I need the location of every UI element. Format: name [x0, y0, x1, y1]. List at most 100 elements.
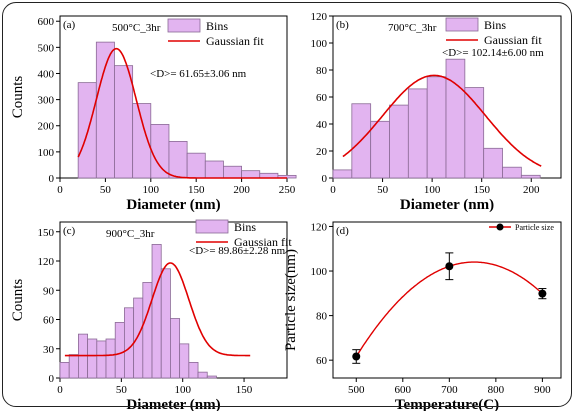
- legend-label-fit: Gaussian fit: [484, 33, 542, 47]
- histogram-bar: [188, 361, 199, 379]
- data-point: [445, 262, 454, 271]
- x-tick-label: 100: [143, 184, 160, 196]
- x-tick-label: 100: [174, 384, 191, 396]
- legend-swatch-bins: [195, 219, 229, 234]
- x-tick-label: 150: [473, 184, 490, 196]
- y-tick-label: 100: [311, 266, 328, 278]
- panel-label: (d): [336, 225, 349, 237]
- histogram-bar: [389, 104, 409, 179]
- legend-swatch-bins: [167, 18, 201, 33]
- y-tick-label: 20: [316, 146, 328, 158]
- x-tick-label: 50: [116, 384, 128, 396]
- data-point: [538, 289, 547, 298]
- histogram-bar: [445, 58, 466, 179]
- histogram-bar: [114, 65, 134, 179]
- x-tick-label: 900: [534, 384, 551, 396]
- panel-label: (a): [63, 19, 76, 31]
- histogram-bar: [150, 124, 170, 179]
- y-tick-label: 120: [311, 221, 328, 233]
- mean-diameter-annotation: <D>= 102.14±6.00 nm: [442, 47, 544, 59]
- histogram-bar: [223, 165, 243, 179]
- panel-label: (c): [63, 225, 76, 237]
- gaussian-fit-line: [77, 47, 287, 179]
- y-tick-label: 200: [38, 121, 55, 133]
- x-tick-label: 0: [330, 184, 336, 196]
- histogram-bar: [59, 361, 70, 379]
- x-axis-label: Diameter (nm): [126, 397, 220, 411]
- y-tick-label: 60: [316, 355, 328, 367]
- panel-title: 700°C_3hr: [388, 22, 437, 34]
- panel-title: 500°C_3hr: [112, 22, 161, 34]
- histogram-bar: [142, 282, 153, 379]
- y-tick-label: 120: [311, 11, 328, 23]
- x-tick-label: 0: [57, 384, 63, 396]
- x-tick-label: 150: [236, 384, 253, 396]
- y-tick-label: 80: [316, 65, 328, 77]
- legend-label-fit: Gaussian fit: [206, 34, 264, 48]
- x-tick-label: 100: [424, 184, 441, 196]
- legend-label-bins: Bins: [234, 220, 256, 234]
- y-tick-label: 0: [49, 173, 55, 185]
- y-tick-label: 0: [322, 173, 328, 185]
- x-axis-label: Diameter (nm): [400, 197, 494, 213]
- panel-c: 0 50 100 150 0 30 60 90 120 150 Diameter (nm) Count…: [10, 219, 292, 413]
- data-point: [352, 352, 361, 361]
- histogram-bar: [407, 88, 428, 179]
- histogram-bar: [206, 375, 217, 379]
- gaussian-fit-line: [64, 262, 251, 357]
- y-tick-label: 90: [43, 285, 55, 297]
- x-axis-label: Diameter (nm): [126, 197, 220, 213]
- histogram-bar: [520, 174, 541, 179]
- y-axis-label: Counts: [10, 279, 26, 322]
- x-tick-label: 500: [348, 384, 365, 396]
- y-tick-label: 300: [38, 95, 55, 107]
- y-tick-label: 600: [38, 16, 55, 28]
- histogram-bar: [114, 322, 125, 379]
- x-tick-label: 50: [100, 184, 112, 196]
- y-tick-label: 100: [311, 38, 328, 50]
- histogram-bar: [77, 82, 97, 179]
- legend-label-bins: Bins: [206, 19, 228, 33]
- y-tick-label: 60: [316, 92, 328, 104]
- legend-marker-particle-size: [496, 223, 504, 231]
- x-tick-label: 200: [523, 184, 540, 196]
- legend-swatch-bins: [445, 17, 479, 32]
- histogram-bar: [105, 338, 116, 379]
- histogram-bar: [68, 354, 79, 379]
- legend-label-particle-size: Particle size: [515, 223, 554, 232]
- histogram-bar: [96, 340, 107, 379]
- panel-d: 500 600 700 800 900 60 80 100 120 Temperature(C) P…: [283, 221, 562, 413]
- x-tick-label: 0: [57, 184, 63, 196]
- mean-diameter-annotation: <D>= 89.86±2.28 nm: [189, 245, 286, 257]
- gaussian-fit-line: [342, 74, 542, 167]
- panel-title: 900°C_3hr: [106, 228, 155, 240]
- x-axis-label: Temperature(C): [395, 397, 499, 411]
- histogram-bar: [87, 338, 98, 379]
- legend-label-fit: Gaussian fit: [234, 235, 292, 249]
- histogram-bar: [186, 152, 206, 179]
- panel-a: 0 50 100 150 200 250 0 100 200 300 400 500 600 Diamet…: [10, 15, 297, 213]
- y-tick-label: 30: [43, 344, 55, 356]
- mean-diameter-annotation: <D>= 61.65±3.06 nm: [150, 68, 247, 80]
- y-tick-label: 40: [316, 119, 328, 131]
- y-tick-label: 500: [38, 42, 55, 54]
- panel-b: 0 50 100 150 200 0 20 40 60 80 100 120 Diameter (nm)…: [311, 11, 562, 213]
- histogram-bar: [464, 87, 485, 179]
- histogram-bar: [133, 297, 144, 379]
- x-tick-label: 800: [488, 384, 505, 396]
- y-tick-label: 0: [49, 373, 55, 385]
- histogram-bar: [241, 170, 261, 179]
- x-tick-label: 200: [233, 184, 250, 196]
- histogram-bar: [124, 307, 135, 379]
- y-tick-label: 80: [316, 311, 328, 323]
- y-axis-label: Particle size(nm): [283, 249, 299, 351]
- y-tick-label: 60: [43, 315, 55, 327]
- histogram-bar: [483, 147, 503, 179]
- x-tick-label: 50: [377, 184, 389, 196]
- histogram-bar: [332, 169, 353, 179]
- x-tick-label: 250: [279, 184, 296, 196]
- histogram-bar: [160, 268, 171, 379]
- x-tick-label: 700: [441, 384, 458, 396]
